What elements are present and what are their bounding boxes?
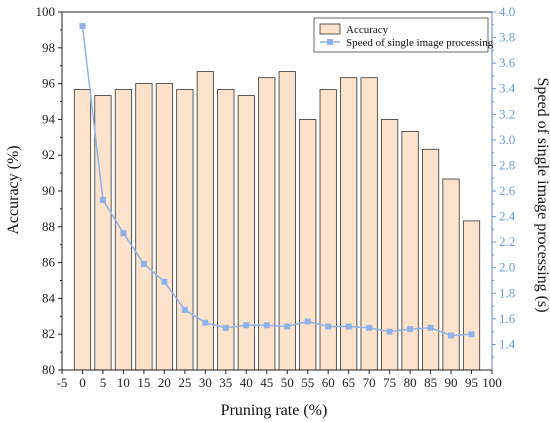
y-axis-right-title: Speed of single image processing (s) — [534, 77, 550, 312]
legend-accuracy-label: Accuracy — [346, 24, 389, 36]
legend-accuracy-swatch — [319, 23, 341, 35]
speed-point — [202, 319, 209, 326]
x-tick-label: 90 — [445, 375, 458, 390]
x-tick-label: 95 — [465, 375, 478, 390]
y-left-tick-label: 96 — [42, 76, 56, 91]
accuracy-bar — [155, 83, 173, 371]
speed-point — [386, 328, 393, 335]
x-tick-label: 25 — [178, 375, 191, 390]
speed-point — [366, 324, 373, 331]
y-right-tick-label: 3.6 — [499, 55, 516, 70]
accuracy-bar — [73, 89, 92, 371]
x-tick-label: 40 — [240, 375, 253, 390]
accuracy-bar — [442, 178, 460, 371]
ticks: -5 0 5 10 15 20 25 30 35 40 45 50 55 60 65 70 75 80 85 90 95… — [36, 4, 516, 390]
speed-point — [263, 322, 270, 329]
y-right-tick-label: 3.0 — [499, 132, 515, 147]
legend-speed-marker — [327, 39, 333, 45]
speed-point — [325, 323, 332, 330]
x-tick-label: 35 — [219, 375, 232, 390]
y-left-tick-label: 94 — [42, 111, 56, 126]
y-right-tick-label: 3.4 — [499, 81, 516, 96]
accuracy-bar — [94, 95, 112, 371]
accuracy-bars — [73, 71, 481, 371]
accuracy-bar — [135, 83, 153, 371]
accuracy-bar — [176, 89, 194, 371]
speed-point — [448, 332, 455, 339]
speed-point — [79, 23, 86, 30]
accuracy-bar — [114, 89, 133, 371]
speed-point — [427, 324, 434, 331]
speed-line — [81, 25, 472, 337]
x-tick-label: 100 — [482, 375, 502, 390]
accuracy-bar — [299, 119, 317, 371]
x-tick-label: 50 — [281, 375, 294, 390]
speed-point — [161, 278, 168, 285]
x-tick-label: 80 — [404, 375, 417, 390]
speed-point — [120, 230, 127, 237]
y-right-tick-label: 2.4 — [499, 209, 516, 224]
y-left-tick-label: 82 — [42, 326, 55, 341]
y-right-tick-label: 2.2 — [499, 234, 515, 249]
speed-point — [284, 323, 291, 330]
y-right-tick-label: 2.6 — [499, 183, 516, 198]
x-tick-label: 45 — [260, 375, 273, 390]
y-left-tick-label: 86 — [42, 255, 56, 270]
speed-line-series — [79, 23, 475, 339]
speed-point — [345, 323, 352, 330]
y-left-tick-label: 84 — [42, 290, 56, 305]
speed-point — [99, 196, 106, 203]
speed-point — [468, 331, 475, 338]
accuracy-bar — [401, 130, 419, 371]
x-axis-title: Pruning rate (%) — [221, 402, 328, 419]
y-right-tick-label: 3.2 — [499, 106, 515, 121]
y-left-tick-label: 92 — [42, 147, 55, 162]
y-left-tick-label: 100 — [36, 4, 56, 19]
x-tick-label: 65 — [342, 375, 355, 390]
speed-point — [140, 260, 147, 267]
accuracy-bar — [462, 220, 481, 371]
y-left-tick-label: 88 — [42, 219, 55, 234]
legend: Accuracy Speed of single image processin… — [313, 17, 494, 53]
speed-point — [181, 306, 188, 313]
y-left-tick-label: 90 — [42, 183, 55, 198]
y-right-tick-label: 3.8 — [499, 30, 515, 45]
accuracy-bar — [237, 95, 255, 371]
x-tick-label: 10 — [117, 375, 130, 390]
x-tick-label: 5 — [100, 375, 107, 390]
x-tick-label: 85 — [424, 375, 437, 390]
x-tick-label: 75 — [383, 375, 396, 390]
y-right-tick-label: 1.8 — [499, 285, 515, 300]
y-right-tick-label: 4.0 — [499, 4, 515, 19]
x-tick-label: 70 — [363, 375, 376, 390]
accuracy-bar — [421, 148, 440, 371]
y-right-tick-label: 2.8 — [499, 157, 515, 172]
legend-frame — [313, 17, 489, 53]
x-tick-label: 0 — [79, 375, 86, 390]
x-tick-label: -5 — [57, 375, 68, 390]
legend-speed-label: Speed of single image processing — [346, 37, 494, 49]
speed-point — [407, 326, 414, 333]
y-axis-left-title: Accuracy (%) — [5, 145, 22, 234]
y-left-tick-label: 98 — [42, 40, 55, 55]
y-right-tick-label: 1.4 — [499, 336, 516, 351]
speed-point — [222, 324, 229, 331]
y-right-tick-label: 1.6 — [499, 311, 516, 326]
x-tick-label: 60 — [322, 375, 335, 390]
x-tick-label: 15 — [137, 375, 150, 390]
speed-point — [304, 318, 311, 325]
speed-point — [243, 322, 250, 329]
x-tick-label: 55 — [301, 375, 314, 390]
y-left-tick-label: 80 — [42, 362, 55, 377]
x-tick-label: 30 — [199, 375, 212, 390]
y-right-tick-label: 2.0 — [499, 260, 515, 275]
x-tick-label: 20 — [158, 375, 171, 390]
